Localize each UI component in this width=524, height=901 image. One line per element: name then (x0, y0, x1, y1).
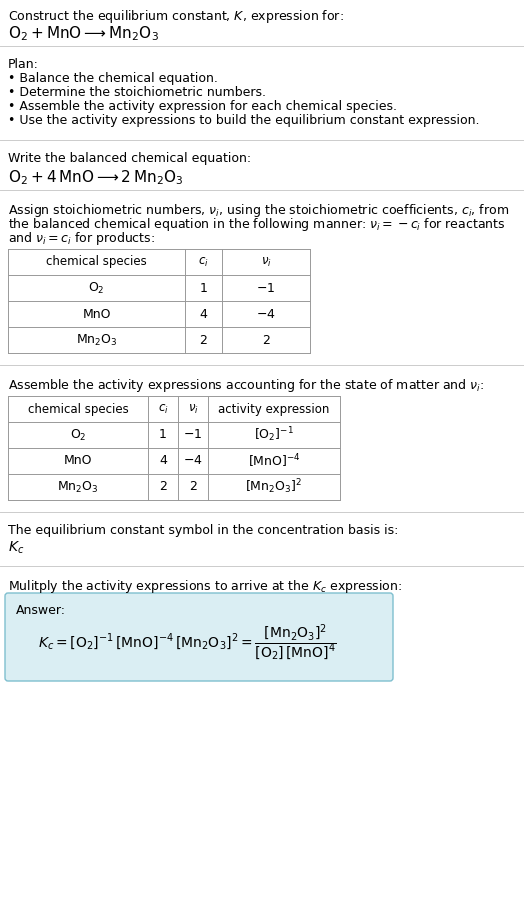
Text: $-4$: $-4$ (183, 454, 203, 468)
Text: activity expression: activity expression (219, 403, 330, 415)
Text: $-4$: $-4$ (256, 307, 276, 321)
Text: $\mathrm{Mn_2O_3}$: $\mathrm{Mn_2O_3}$ (75, 332, 117, 348)
Text: the balanced chemical equation in the following manner: $\nu_i = -c_i$ for react: the balanced chemical equation in the fo… (8, 216, 506, 233)
Text: Plan:: Plan: (8, 58, 39, 71)
Text: • Use the activity expressions to build the equilibrium constant expression.: • Use the activity expressions to build … (8, 114, 479, 127)
Text: • Balance the chemical equation.: • Balance the chemical equation. (8, 72, 218, 85)
Text: The equilibrium constant symbol in the concentration basis is:: The equilibrium constant symbol in the c… (8, 524, 398, 537)
Text: Mulitply the activity expressions to arrive at the $K_c$ expression:: Mulitply the activity expressions to arr… (8, 578, 402, 595)
Text: 1: 1 (200, 281, 208, 295)
Text: 2: 2 (262, 333, 270, 347)
Text: $\nu_i$: $\nu_i$ (260, 256, 271, 268)
Text: $[\mathrm{O_2}]^{-1}$: $[\mathrm{O_2}]^{-1}$ (254, 425, 294, 444)
Text: MnO: MnO (64, 454, 92, 468)
Text: Construct the equilibrium constant, $K$, expression for:: Construct the equilibrium constant, $K$,… (8, 8, 344, 25)
Text: chemical species: chemical species (28, 403, 128, 415)
Text: $K_c = [\mathrm{O_2}]^{-1}\,[\mathrm{MnO}]^{-4}\,[\mathrm{Mn_2O_3}]^{2} = \dfrac: $K_c = [\mathrm{O_2}]^{-1}\,[\mathrm{MnO… (38, 623, 337, 663)
Text: $K_c$: $K_c$ (8, 540, 24, 557)
Text: MnO: MnO (82, 307, 111, 321)
Text: and $\nu_i = c_i$ for products:: and $\nu_i = c_i$ for products: (8, 230, 155, 247)
Text: 2: 2 (200, 333, 208, 347)
Text: $\nu_i$: $\nu_i$ (188, 403, 199, 415)
Text: $[\mathrm{MnO}]^{-4}$: $[\mathrm{MnO}]^{-4}$ (248, 452, 300, 469)
Text: 4: 4 (200, 307, 208, 321)
Text: $c_i$: $c_i$ (158, 403, 168, 415)
Text: $c_i$: $c_i$ (198, 256, 209, 268)
Text: Assign stoichiometric numbers, $\nu_i$, using the stoichiometric coefficients, $: Assign stoichiometric numbers, $\nu_i$, … (8, 202, 509, 219)
Text: • Determine the stoichiometric numbers.: • Determine the stoichiometric numbers. (8, 86, 266, 99)
Text: $\mathrm{O_2}$: $\mathrm{O_2}$ (70, 427, 86, 442)
Text: chemical species: chemical species (46, 256, 147, 268)
Text: $[\mathrm{Mn_2O_3}]^{2}$: $[\mathrm{Mn_2O_3}]^{2}$ (245, 478, 302, 496)
Text: 4: 4 (159, 454, 167, 468)
Text: Answer:: Answer: (16, 604, 66, 617)
Text: 1: 1 (159, 429, 167, 441)
Text: 2: 2 (159, 480, 167, 494)
Text: $-1$: $-1$ (256, 281, 276, 295)
Text: $\mathrm{Mn_2O_3}$: $\mathrm{Mn_2O_3}$ (57, 479, 99, 495)
Text: $\mathrm{O_2 + 4\,MnO \longrightarrow 2\,Mn_2O_3}$: $\mathrm{O_2 + 4\,MnO \longrightarrow 2\… (8, 168, 183, 187)
Text: • Assemble the activity expression for each chemical species.: • Assemble the activity expression for e… (8, 100, 397, 113)
FancyBboxPatch shape (5, 593, 393, 681)
Text: Assemble the activity expressions accounting for the state of matter and $\nu_i$: Assemble the activity expressions accoun… (8, 377, 484, 394)
Text: $\mathrm{O_2}$: $\mathrm{O_2}$ (88, 280, 105, 296)
Text: 2: 2 (189, 480, 197, 494)
Text: $-1$: $-1$ (183, 429, 203, 441)
Text: $\mathrm{O_2 + MnO \longrightarrow Mn_2O_3}$: $\mathrm{O_2 + MnO \longrightarrow Mn_2O… (8, 24, 159, 42)
Text: Write the balanced chemical equation:: Write the balanced chemical equation: (8, 152, 251, 165)
